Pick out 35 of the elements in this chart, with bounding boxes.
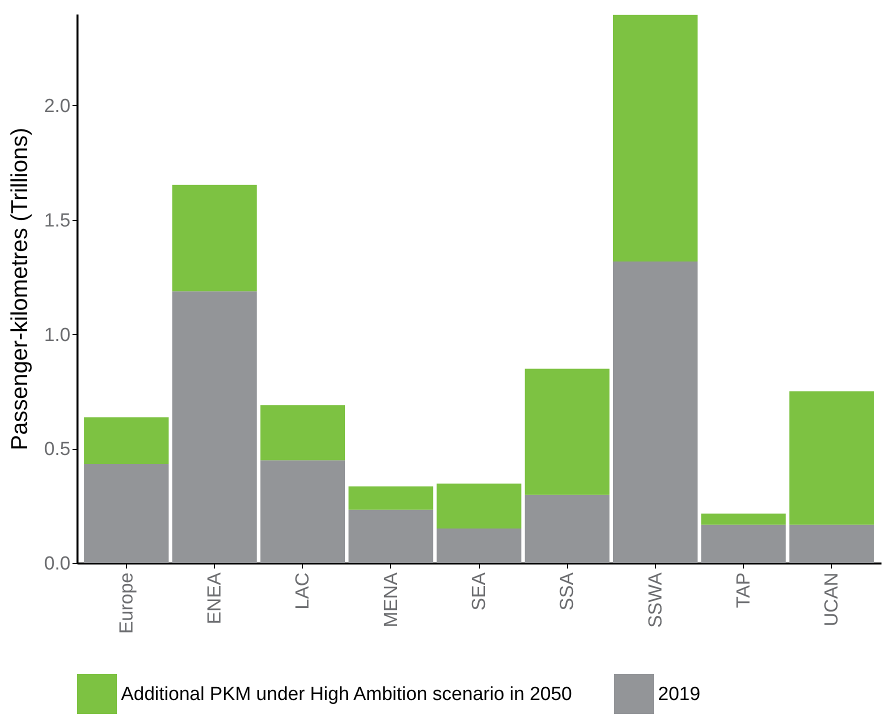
bar (524, 494, 610, 563)
x-tick-label: Europe (116, 572, 138, 634)
bar (613, 262, 698, 563)
bar (436, 528, 522, 563)
x-tick-label: SSA (557, 572, 578, 611)
bar (613, 14, 698, 262)
bar (789, 391, 874, 525)
bar (84, 464, 169, 563)
x-tick-label: SEA (469, 572, 490, 611)
bar (172, 291, 257, 563)
legend-label: 2019 (658, 684, 700, 705)
x-tick-label: ENEA (204, 572, 226, 624)
bar (260, 460, 345, 563)
x-tick-label: UCAN (822, 572, 843, 626)
x-tick-label: MENA (380, 572, 402, 628)
y-tick-label: 0.5 (44, 439, 70, 460)
y-tick-label: 1.5 (44, 210, 70, 232)
legend-label: Additional PKM under High Ambition scenario in 2050 (121, 684, 572, 705)
bar (260, 405, 345, 460)
x-tick-label: SSWA (645, 572, 666, 628)
bar (701, 514, 786, 525)
x-tick-label: LAC (292, 572, 314, 610)
bar (789, 524, 874, 563)
bar (172, 184, 257, 292)
bar (701, 524, 786, 563)
y-tick-label: 0.0 (44, 554, 70, 574)
bar (348, 510, 434, 563)
y-tick-label: 2.0 (44, 96, 70, 117)
bar (436, 484, 522, 528)
y-tick-label: 1.0 (44, 324, 70, 346)
y-axis-title: Passenger-kilometres (Trillions) (6, 128, 32, 450)
bar (84, 417, 169, 464)
bar (348, 486, 434, 510)
bar (524, 368, 610, 495)
x-tick-label: TAP (733, 572, 754, 608)
